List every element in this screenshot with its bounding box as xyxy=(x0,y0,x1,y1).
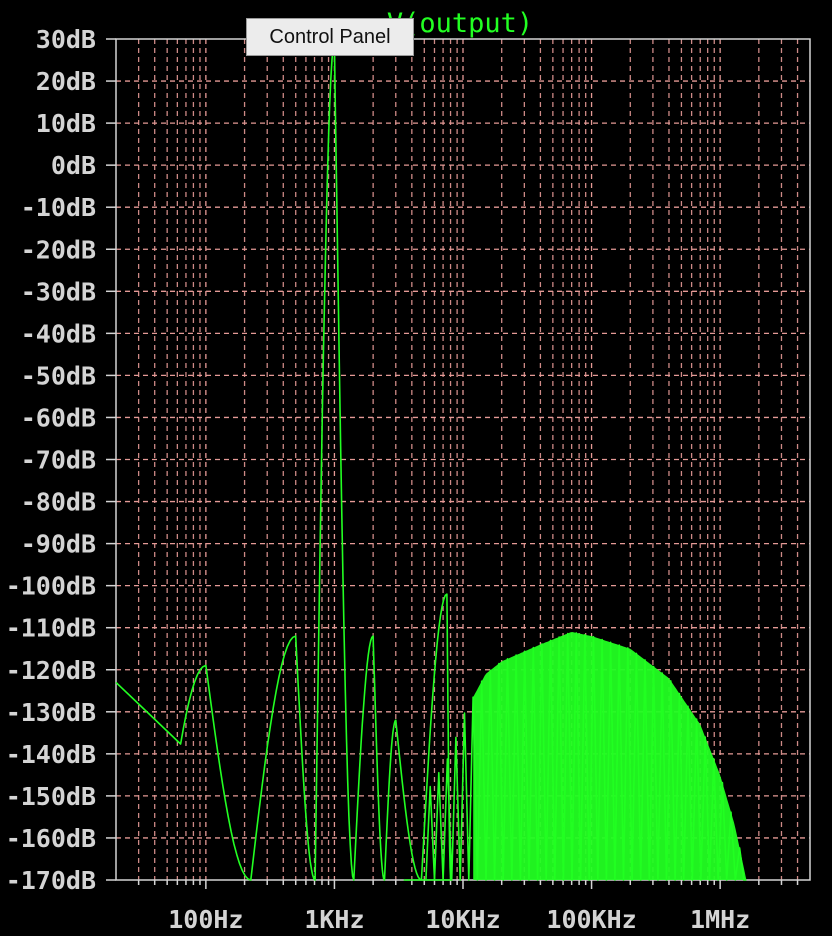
y-tick-label: -50dB xyxy=(21,361,96,390)
y-tick-label: -60dB xyxy=(21,403,96,432)
y-tick-label: -100dB xyxy=(6,572,96,601)
y-tick-label: -30dB xyxy=(21,277,96,306)
y-tick-label: -110dB xyxy=(6,614,96,643)
control-panel-tooltip: Control Panel xyxy=(246,18,414,56)
y-tick-label: -130dB xyxy=(6,698,96,727)
y-tick-label: -170dB xyxy=(6,866,96,895)
y-tick-label: -10dB xyxy=(21,193,96,222)
x-tick-label: 10KHz xyxy=(425,905,500,934)
plot-border xyxy=(115,38,811,881)
x-tick-label: 100Hz xyxy=(168,905,243,934)
y-tick-label: -90dB xyxy=(21,530,96,559)
y-tick-label: -120dB xyxy=(6,656,96,685)
y-tick-label: -150dB xyxy=(6,782,96,811)
plot-frame xyxy=(106,38,811,889)
y-tick-label: 10dB xyxy=(36,109,96,138)
y-tick-label: -80dB xyxy=(21,488,96,517)
y-tick-label: 30dB xyxy=(36,25,96,54)
x-tick-label: 1KHz xyxy=(304,905,364,934)
x-tick-label: 100KHz xyxy=(546,905,636,934)
trace-layer xyxy=(115,42,747,881)
trace-fill xyxy=(473,632,747,880)
y-tick-label: 0dB xyxy=(51,151,96,180)
x-tick-label: 1MHz xyxy=(690,905,750,934)
y-tick-label: -40dB xyxy=(21,319,96,348)
y-tick-label: -160dB xyxy=(6,824,96,853)
y-tick-label: -20dB xyxy=(21,235,96,264)
y-tick-labels: 30dB 20dB 10dB 0dB -10dB -20dB -30dB -40dB -50dB… xyxy=(6,25,96,895)
y-tick-label: -70dB xyxy=(21,446,96,475)
y-tick-label: -140dB xyxy=(6,740,96,769)
x-tick-labels: 100Hz 1KHz 10KHz 100KHz 1MHz xyxy=(168,905,750,934)
y-tick-label: 20dB xyxy=(36,67,96,96)
